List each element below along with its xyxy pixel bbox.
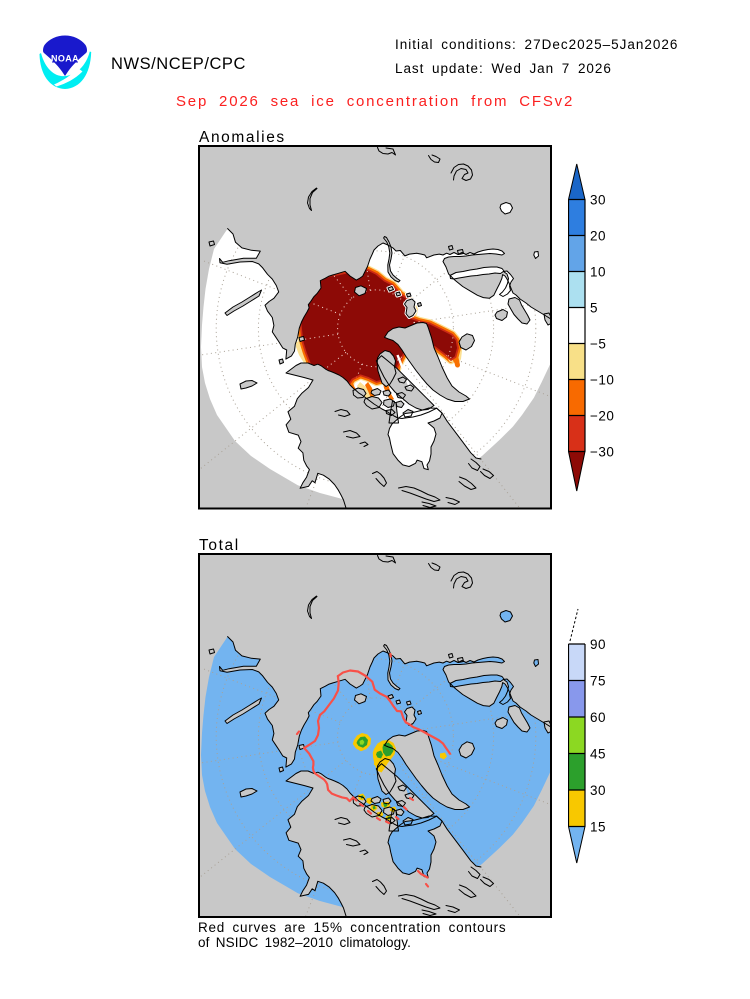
svg-text:30: 30 — [590, 783, 606, 798]
svg-text:90: 90 — [590, 637, 606, 652]
svg-text:30: 30 — [590, 193, 606, 208]
svg-text:5: 5 — [590, 301, 598, 316]
svg-text:15: 15 — [590, 820, 606, 835]
svg-text:−5: −5 — [590, 337, 606, 352]
svg-text:10: 10 — [590, 265, 606, 280]
svg-text:NOAA: NOAA — [51, 54, 79, 64]
svg-text:−10: −10 — [590, 373, 614, 388]
svg-text:60: 60 — [590, 710, 606, 725]
svg-text:45: 45 — [590, 747, 606, 762]
svg-text:75: 75 — [590, 674, 606, 689]
svg-text:20: 20 — [590, 229, 606, 244]
svg-text:−30: −30 — [590, 445, 614, 460]
svg-text:−20: −20 — [590, 409, 614, 424]
